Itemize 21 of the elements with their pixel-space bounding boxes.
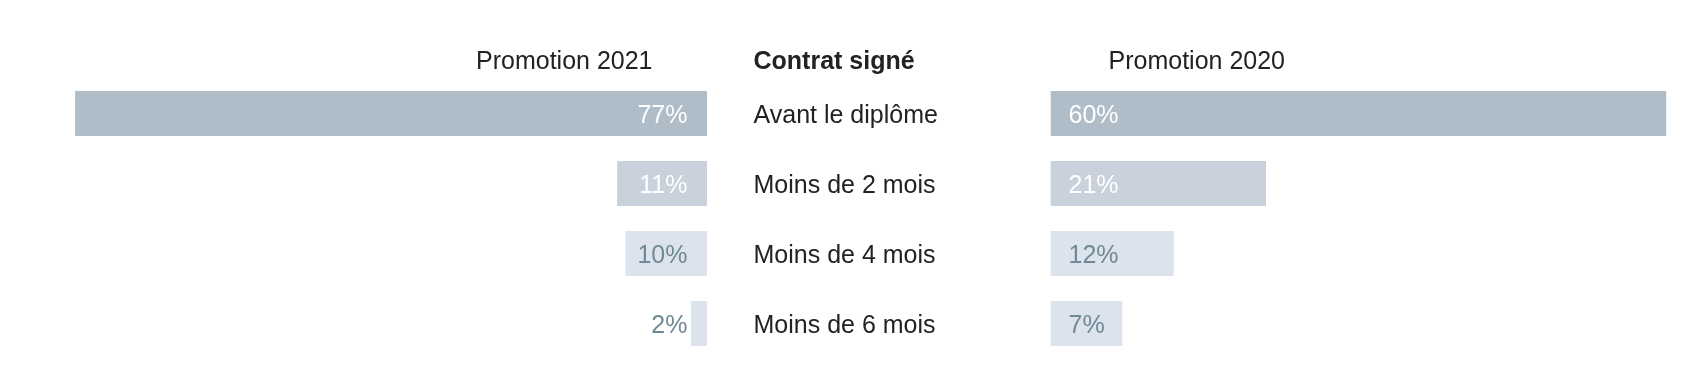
data-label: 12% [1068,239,1119,268]
bar [1050,301,1123,346]
y-axis-title: Contrat signé [753,45,915,74]
data-label: 10% [637,239,688,268]
data-label: 60% [1068,99,1119,128]
category-label: Avant le diplôme [753,99,938,128]
bar [1050,91,1667,136]
category-label: Moins de 6 mois [753,309,936,338]
data-label: 2% [651,309,688,338]
bar [691,301,707,346]
bar [1050,231,1174,276]
bar [625,231,707,276]
category-label: Moins de 2 mois [753,169,936,198]
bar [617,161,707,206]
chart-title: Promotion 2021 [476,45,653,74]
bar [1050,161,1266,206]
bar [75,91,707,136]
data-label: 77% [637,99,688,128]
data-label: 7% [1068,309,1105,338]
chart-title: Promotion 2020 [1108,45,1286,74]
category-label: Moins de 4 mois [753,239,936,268]
